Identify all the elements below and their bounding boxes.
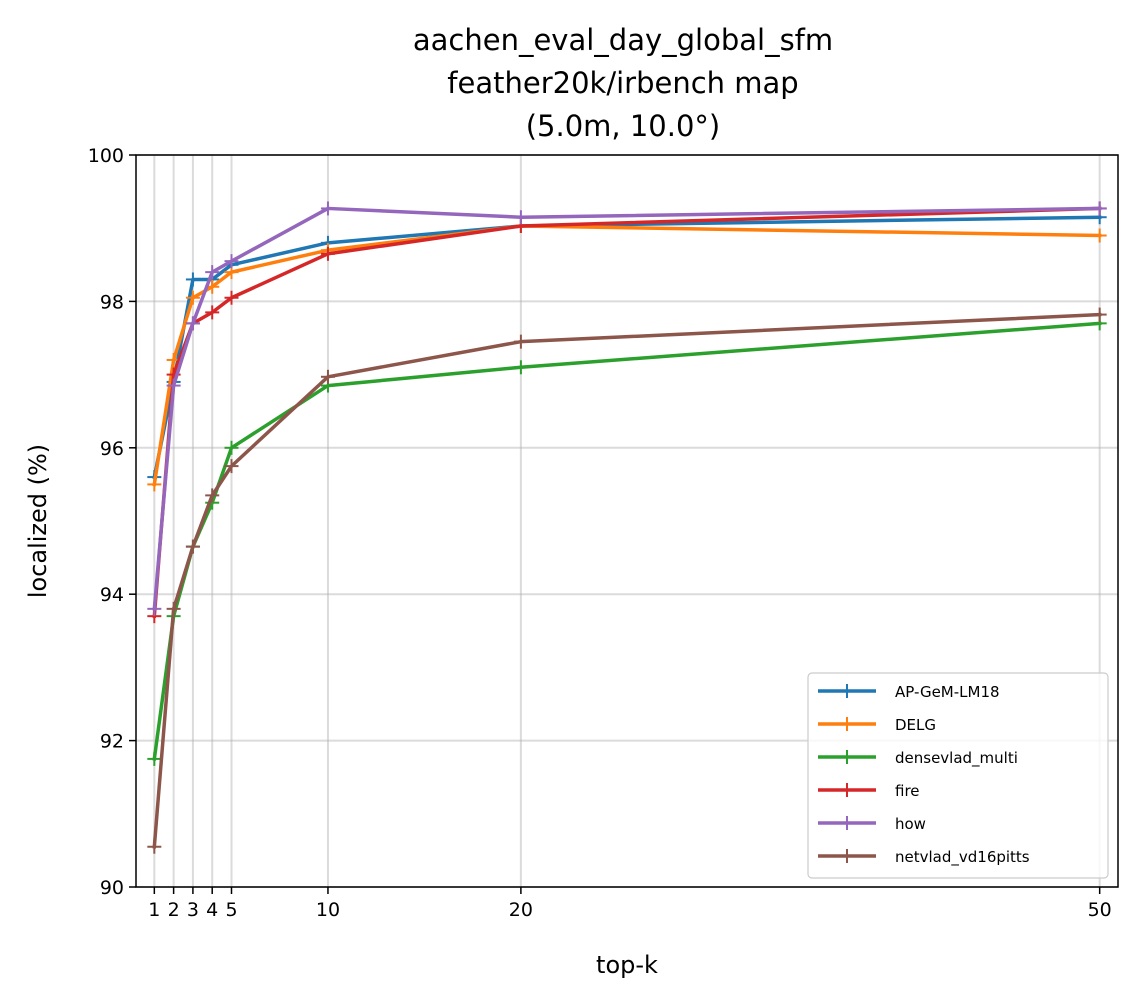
legend-label: netvlad_vd16pitts (895, 848, 1030, 867)
data-point (513, 360, 528, 375)
series-DELG (147, 219, 1107, 492)
y-tick-label: 90 (100, 877, 124, 899)
y-tick-label: 96 (100, 438, 124, 460)
y-axis: 90 92 94 96 98 100 (88, 145, 136, 899)
data-point (513, 334, 528, 349)
title-line-2: feather20k/irbench map (447, 66, 798, 100)
data-point (205, 305, 220, 320)
plot-frame (135, 154, 1119, 888)
x-axis-label: top-k (596, 951, 658, 979)
data-point (224, 290, 239, 305)
legend-item: densevlad_multi (818, 749, 1018, 768)
legend-box (807, 672, 1109, 879)
legend-label: how (895, 815, 926, 833)
title-line-3: (5.0m, 10.0°) (526, 109, 721, 143)
x-tick-label: 50 (1088, 899, 1112, 921)
legend-label: AP-GeM-LM18 (895, 683, 1000, 701)
legend-item: AP-GeM-LM18 (818, 683, 1000, 701)
data-point (224, 440, 239, 455)
data-point (1092, 307, 1107, 322)
legend-item: DELG (818, 716, 936, 734)
series-AP-GeM-LM18 (147, 210, 1107, 485)
data-point (185, 316, 200, 331)
y-axis-label: localized (%) (24, 444, 52, 598)
series-line (152, 321, 1102, 761)
data-point (205, 488, 220, 503)
data-point (147, 839, 162, 854)
data-point (147, 601, 162, 616)
x-tick-label: 5 (225, 899, 237, 921)
x-axis: 1 2 3 4 5 10 20 50 (148, 887, 1112, 921)
data-point (320, 246, 335, 261)
x-tick-label: 20 (509, 899, 533, 921)
x-tick-label: 3 (187, 899, 199, 921)
series-line (152, 206, 1102, 619)
series-line (152, 224, 1102, 487)
plot-area (147, 201, 1107, 854)
data-point (224, 459, 239, 474)
data-point (224, 254, 239, 269)
title-line-1: aachen_eval_day_global_sfm (413, 23, 833, 57)
chart-title: aachen_eval_day_global_sfm feather20k/ir… (413, 23, 833, 143)
y-tick-label: 92 (100, 731, 124, 753)
legend-item: netvlad_vd16pitts (818, 848, 1030, 867)
x-tick-label: 10 (316, 899, 340, 921)
data-point (320, 201, 335, 216)
y-tick-label: 94 (100, 584, 124, 606)
series-line (152, 206, 1102, 611)
data-point (166, 378, 181, 393)
data-point (185, 290, 200, 305)
data-point (147, 477, 162, 492)
series-how (147, 201, 1107, 616)
legend-label: fire (895, 782, 920, 800)
y-tick-label: 98 (100, 291, 124, 313)
x-tick-label: 4 (206, 899, 218, 921)
data-point (185, 539, 200, 554)
legend-label: densevlad_multi (895, 749, 1018, 768)
data-point (513, 210, 528, 225)
data-point (205, 265, 220, 280)
data-point (1092, 201, 1107, 216)
x-tick-label: 2 (168, 899, 180, 921)
legend-label: DELG (895, 716, 936, 734)
data-point (1092, 228, 1107, 243)
data-point (166, 601, 181, 616)
data-point (185, 272, 200, 287)
x-tick-label: 1 (148, 899, 160, 921)
y-tick-label: 100 (88, 145, 124, 167)
series-line (152, 312, 1102, 849)
legend-item: fire (818, 782, 920, 800)
legend-item: how (818, 815, 926, 833)
series-netvlad_vd16pitts (147, 307, 1107, 854)
data-point (147, 751, 162, 766)
data-point (320, 369, 335, 384)
